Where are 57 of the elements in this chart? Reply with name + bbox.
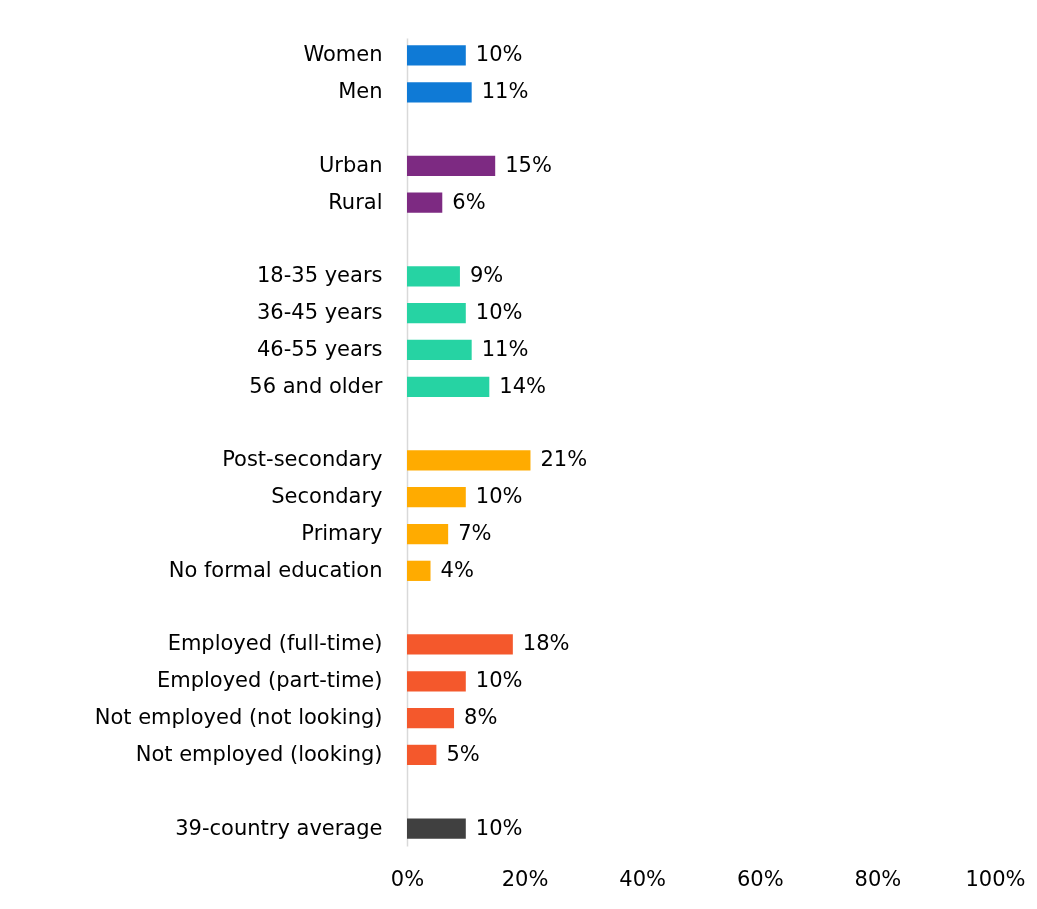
data-label: 10% [475, 484, 523, 509]
bar [407, 634, 513, 655]
data-label: 11% [481, 336, 529, 361]
x-tick-label: 40% [619, 866, 667, 891]
bar [407, 671, 466, 692]
bar [407, 376, 490, 397]
data-label: 21% [540, 447, 588, 472]
data-label: 18% [522, 631, 570, 656]
data-label: 6% [452, 189, 486, 214]
bar [407, 192, 443, 213]
bar [407, 266, 460, 287]
y-tick-label: Post-secondary [222, 447, 383, 472]
y-tick-label: Women [303, 42, 383, 67]
bar [407, 818, 466, 839]
bar [407, 744, 437, 766]
bar [407, 707, 455, 729]
bar [407, 450, 531, 471]
y-tick-label: 36-45 years [257, 300, 383, 325]
x-tick-label: 100% [965, 866, 1026, 891]
bar [407, 82, 472, 103]
bar [407, 487, 466, 508]
y-tick-label: Secondary [271, 484, 383, 509]
y-tick-label: Primary [301, 521, 383, 546]
data-label: 7% [458, 521, 492, 546]
y-tick-label: 46-55 years [257, 336, 383, 361]
data-label: 10% [475, 300, 523, 325]
data-label: 4% [440, 557, 474, 582]
x-tick-label: 20% [501, 866, 549, 891]
bar [407, 560, 431, 581]
y-tick-label: 39-country average [175, 815, 383, 840]
y-tick-label: Urban [318, 152, 383, 177]
y-tick-label: 56 and older [249, 373, 383, 398]
data-label: 15% [505, 152, 552, 177]
y-tick-label: Employed (part-time) [156, 668, 383, 693]
data-label: 9% [469, 263, 504, 288]
x-tick-label: 0% [390, 866, 425, 891]
data-label: 5% [446, 741, 480, 766]
data-label: 10% [475, 815, 523, 840]
bar [407, 339, 472, 361]
data-label: 11% [481, 79, 529, 104]
data-label: 10% [475, 668, 523, 693]
bar [407, 155, 496, 177]
y-tick-label: 18-35 years [257, 263, 383, 288]
y-tick-label: Not employed (looking) [135, 741, 383, 766]
y-tick-label: Employed (full-time) [167, 631, 383, 656]
y-tick-label: Men [338, 79, 383, 104]
data-label: 8% [464, 705, 498, 730]
y-tick-label: No formal education [168, 557, 383, 582]
y-tick-label: Not employed (not looking) [94, 705, 383, 730]
bar [407, 523, 449, 545]
data-label: 10% [475, 42, 523, 67]
bar [407, 303, 466, 324]
data-label: 14% [499, 373, 547, 398]
bar [407, 45, 466, 66]
y-tick-label: Rural [328, 189, 383, 214]
x-tick-label: 80% [854, 866, 902, 891]
x-tick-label: 60% [736, 866, 784, 891]
